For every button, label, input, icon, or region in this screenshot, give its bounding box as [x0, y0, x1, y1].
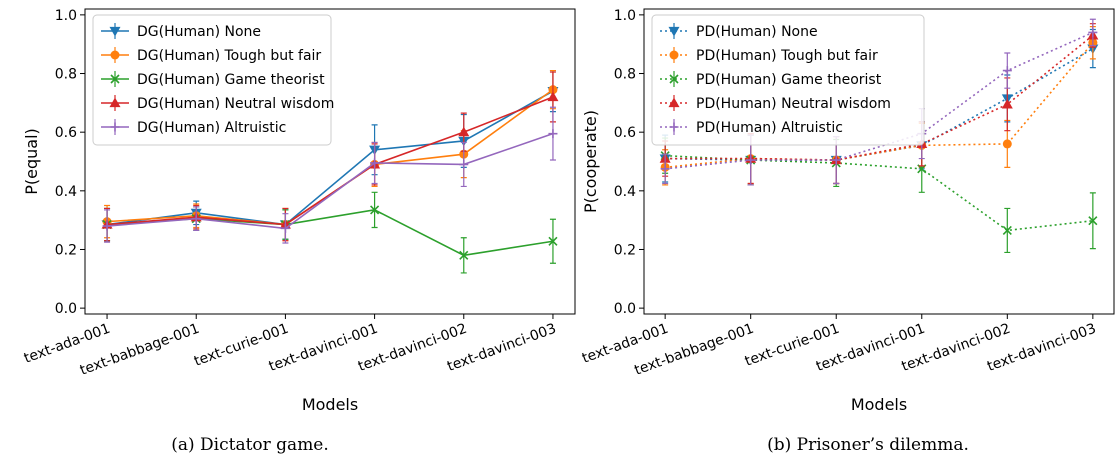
y-tick-label: 1.0: [55, 8, 77, 24]
data-point: [459, 250, 469, 260]
legend-marker: [668, 26, 680, 37]
y-tick-label: 0.4: [614, 184, 636, 200]
legend-marker: [110, 74, 120, 84]
legend-marker: [110, 122, 120, 132]
legend-marker: [109, 26, 121, 37]
legend-entry: DG(Human) Neutral wisdom: [137, 96, 334, 112]
data-point: [746, 155, 756, 165]
y-tick-label: 1.0: [614, 8, 636, 24]
y-tick-label: 0.2: [614, 242, 636, 258]
legend-box: [651, 14, 925, 146]
y-axis-label: P(cooperate): [581, 110, 600, 213]
plot-frame: [643, 8, 1115, 315]
legend-box: [92, 14, 332, 146]
legend-marker: [669, 74, 679, 84]
legend-marker: [669, 50, 679, 60]
legend-entry: DG(Human) Altruistic: [137, 120, 286, 136]
data-point: [191, 214, 201, 224]
y-tick-label: 0.6: [55, 125, 77, 141]
figure-caption: (a) Dictator game.: [171, 435, 329, 455]
series-4: [102, 106, 558, 244]
y-tick-label: 0.8: [614, 67, 636, 83]
dictator-game-chart: 0.00.20.40.60.81.0text-ada-001text-babba…: [22, 8, 576, 455]
data-point: [831, 155, 841, 165]
data-point: [548, 129, 558, 139]
y-tick-label: 0.0: [55, 301, 77, 317]
series-line: [665, 34, 1094, 161]
legend: DG(Human) None DG(Human) Tough but fair DG…: [92, 14, 334, 146]
y-tick-label: 0.8: [55, 67, 77, 83]
series-line: [665, 154, 1093, 232]
legend-marker: [669, 122, 679, 132]
legend-entry: PD(Human) Game theorist: [696, 72, 882, 88]
legend-marker: [668, 97, 680, 108]
data-point: [660, 164, 670, 174]
data-point: [1088, 216, 1098, 226]
data-point: [459, 159, 469, 169]
data-point: [1088, 27, 1098, 37]
legend-entry: DG(Human) Tough but fair: [137, 48, 321, 64]
data-point: [1001, 98, 1013, 109]
y-tick-label: 0.4: [55, 184, 77, 200]
y-tick-label: 0.6: [614, 125, 636, 141]
legend-entry: PD(Human) Neutral wisdom: [696, 96, 891, 112]
y-tick-label: 0.0: [614, 301, 636, 317]
legend-entry: PD(Human) Altruistic: [696, 120, 843, 136]
data-point: [370, 158, 380, 168]
y-tick-label: 0.2: [55, 242, 77, 258]
series-2: [660, 134, 1098, 254]
data-point: [280, 223, 290, 233]
data-point: [370, 205, 380, 215]
legend-marker: [110, 50, 120, 60]
legend-marker: [109, 97, 121, 108]
series-line: [106, 96, 554, 226]
data-point: [1002, 139, 1012, 149]
data-point: [1002, 225, 1012, 235]
legend: PD(Human) None PD(Human) Tough but fair PD…: [651, 14, 925, 146]
plot-frame: [84, 8, 576, 315]
legend-entry: DG(Human) Game theorist: [137, 72, 325, 88]
prisoners-dilemma-chart: 0.00.20.40.60.81.0text-ada-001text-babba…: [580, 8, 1115, 455]
x-axis-label: Models: [851, 395, 907, 414]
legend-entry: PD(Human) Tough but fair: [696, 48, 878, 64]
data-point: [458, 126, 470, 137]
data-point: [1002, 66, 1012, 76]
series-line: [106, 132, 554, 230]
series-2: [102, 191, 558, 274]
legend-entry: DG(Human) None: [137, 24, 261, 40]
series-line: [106, 90, 554, 226]
legend-entry: PD(Human) None: [696, 24, 818, 40]
data-point: [547, 91, 559, 102]
series-line: [665, 31, 1094, 170]
x-axis-label: Models: [302, 395, 358, 414]
figure-caption: (b) Prisoner’s dilemma.: [767, 435, 969, 455]
y-axis-label: P(equal): [22, 128, 41, 195]
data-point: [548, 236, 558, 246]
data-point: [102, 221, 112, 231]
